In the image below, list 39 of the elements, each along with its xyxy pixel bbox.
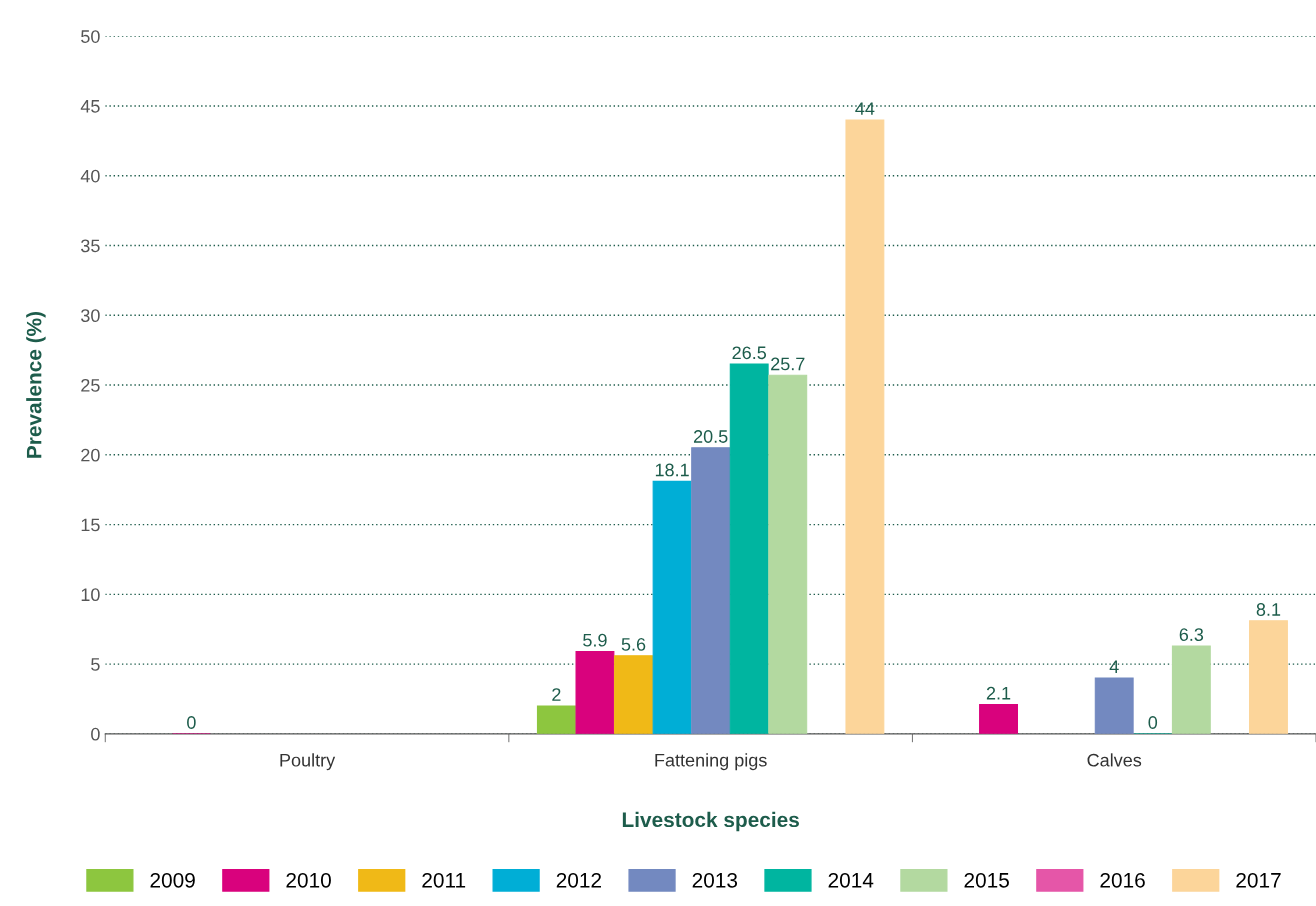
data-label: 4 xyxy=(1109,660,1119,673)
data-label: 18.1 xyxy=(655,463,689,477)
data-label: 0 xyxy=(1148,716,1158,729)
data-label: 2 xyxy=(552,688,561,701)
y-tick-label: 30 xyxy=(81,309,100,323)
legend-label: 2016 xyxy=(1100,872,1145,888)
legend-label: 2015 xyxy=(964,872,1009,888)
x-tick-label: Calves xyxy=(1087,753,1142,767)
y-tick-label: 50 xyxy=(81,30,100,43)
data-label: 20.5 xyxy=(693,430,728,443)
legend-label: 2013 xyxy=(692,872,738,888)
legend-label: 2011 xyxy=(422,872,466,888)
data-label: 5.9 xyxy=(583,633,607,647)
data-label: 0 xyxy=(187,716,196,729)
legend-label: 2009 xyxy=(150,872,195,888)
data-label: 26.5 xyxy=(732,346,767,360)
y-tick-label: 45 xyxy=(80,100,100,113)
data-label: 8.1 xyxy=(1256,603,1281,616)
y-tick-label: 0 xyxy=(91,727,100,741)
x-tick-label: Fattening pigs xyxy=(655,753,767,771)
y-tick-label: 40 xyxy=(80,169,100,183)
y-tick-label: 20 xyxy=(81,448,100,462)
data-label: 6.3 xyxy=(1179,628,1204,641)
x-axis-title: Livestock species xyxy=(622,811,799,832)
data-label: 2.1 xyxy=(986,686,1011,700)
legend-label: 2010 xyxy=(286,872,331,888)
data-label: 44 xyxy=(855,102,875,115)
y-tick-label: 10 xyxy=(81,588,100,602)
y-tick-label: 15 xyxy=(81,518,100,532)
x-tick-label: Poultry xyxy=(280,753,336,771)
legend-label: 2012 xyxy=(556,872,602,888)
y-tick-label: 25 xyxy=(81,378,100,392)
legend-label: 2017 xyxy=(1236,872,1281,888)
legend-label: 2014 xyxy=(828,872,874,888)
data-label: 25.7 xyxy=(771,357,805,371)
y-tick-label: 35 xyxy=(81,239,100,253)
y-tick-label: 5 xyxy=(91,658,100,671)
data-label: 5.6 xyxy=(621,637,646,651)
y-axis-title: Prevalence (%) xyxy=(26,311,46,458)
